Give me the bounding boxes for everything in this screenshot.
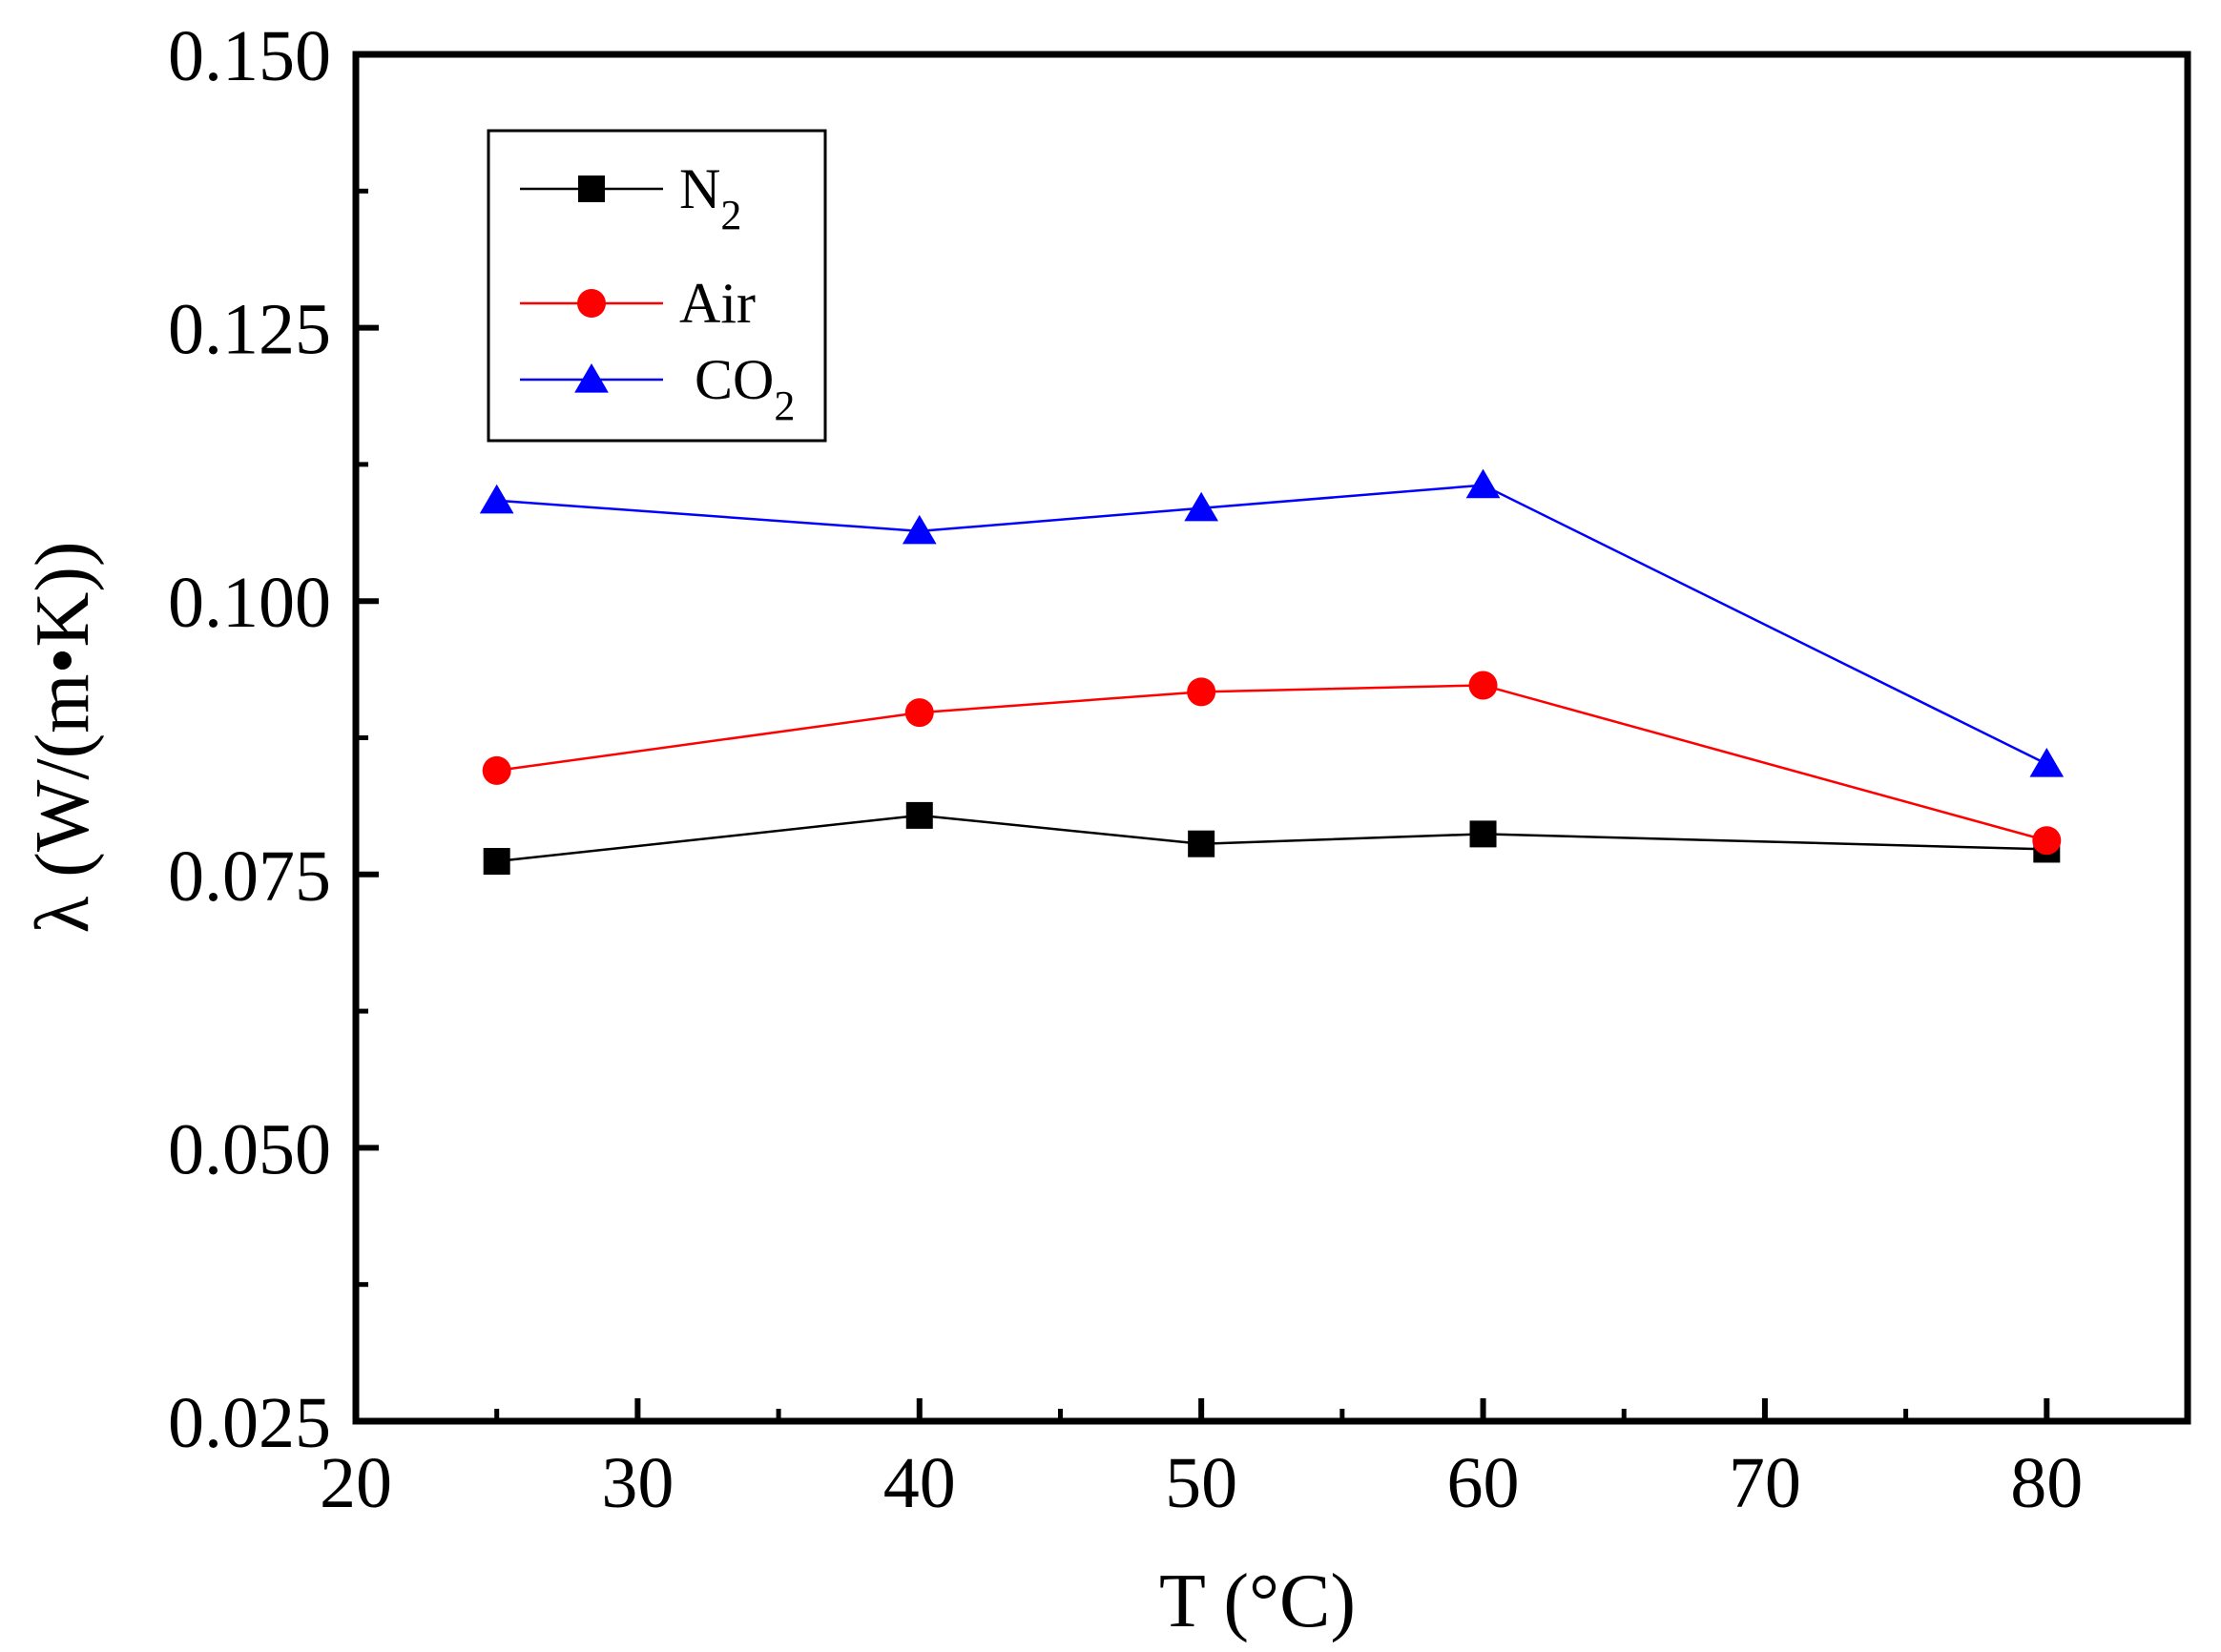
- data-point: [902, 514, 937, 545]
- y-tick-label: 0.075: [168, 836, 331, 917]
- data-point: [1468, 671, 1498, 700]
- series-n2: [483, 801, 2061, 876]
- series-co2: [479, 468, 2065, 777]
- x-tick-label: 50: [1165, 1443, 1237, 1523]
- x-tick-label: 80: [2010, 1443, 2083, 1523]
- legend-marker: [578, 176, 605, 202]
- y-tick-label: 0.025: [168, 1383, 331, 1463]
- x-axis-title: T (°C): [1159, 1559, 1356, 1643]
- data-point: [479, 484, 514, 514]
- data-point: [1184, 491, 1219, 522]
- series-line: [496, 484, 2047, 766]
- legend-marker: [577, 289, 606, 318]
- series-air: [482, 671, 2062, 856]
- data-point: [1469, 820, 1497, 848]
- data-point: [1465, 468, 1501, 499]
- data-point: [483, 848, 510, 876]
- legend-label-subscript: 2: [774, 382, 795, 429]
- data-point: [1188, 830, 1215, 857]
- series-layer: [479, 468, 2065, 876]
- x-axis: 20 30 40 50 60 70 80: [320, 1398, 2083, 1523]
- x-tick-label: 40: [883, 1443, 956, 1523]
- legend-label-subscript: 2: [720, 192, 741, 238]
- data-point: [482, 755, 511, 785]
- y-axis: 0.025 0.050 0.075 0.100 0.125 0.150: [168, 16, 379, 1463]
- y-tick-label: 0.100: [168, 563, 331, 643]
- data-point: [905, 801, 933, 829]
- series-line: [496, 684, 2047, 842]
- data-point: [2032, 826, 2062, 856]
- legend-entry-air: Air: [520, 272, 756, 335]
- y-tick-label: 0.125: [168, 290, 331, 370]
- x-tick-label: 20: [320, 1443, 392, 1523]
- legend-label: Air: [679, 272, 756, 335]
- legend-box: [487, 129, 827, 443]
- data-point: [904, 698, 934, 728]
- y-tick-label: 0.050: [168, 1109, 331, 1189]
- y-tick-label: 0.150: [168, 16, 331, 96]
- x-tick-label: 60: [1447, 1443, 1520, 1523]
- data-point: [1187, 677, 1216, 707]
- series-line: [496, 814, 2047, 863]
- x-tick-label: 30: [601, 1443, 674, 1523]
- y-axis-title: λ (W/(m•K)): [21, 541, 105, 933]
- legend-marker: [574, 363, 609, 393]
- x-tick-label: 70: [1729, 1443, 1801, 1523]
- data-point: [2029, 748, 2065, 777]
